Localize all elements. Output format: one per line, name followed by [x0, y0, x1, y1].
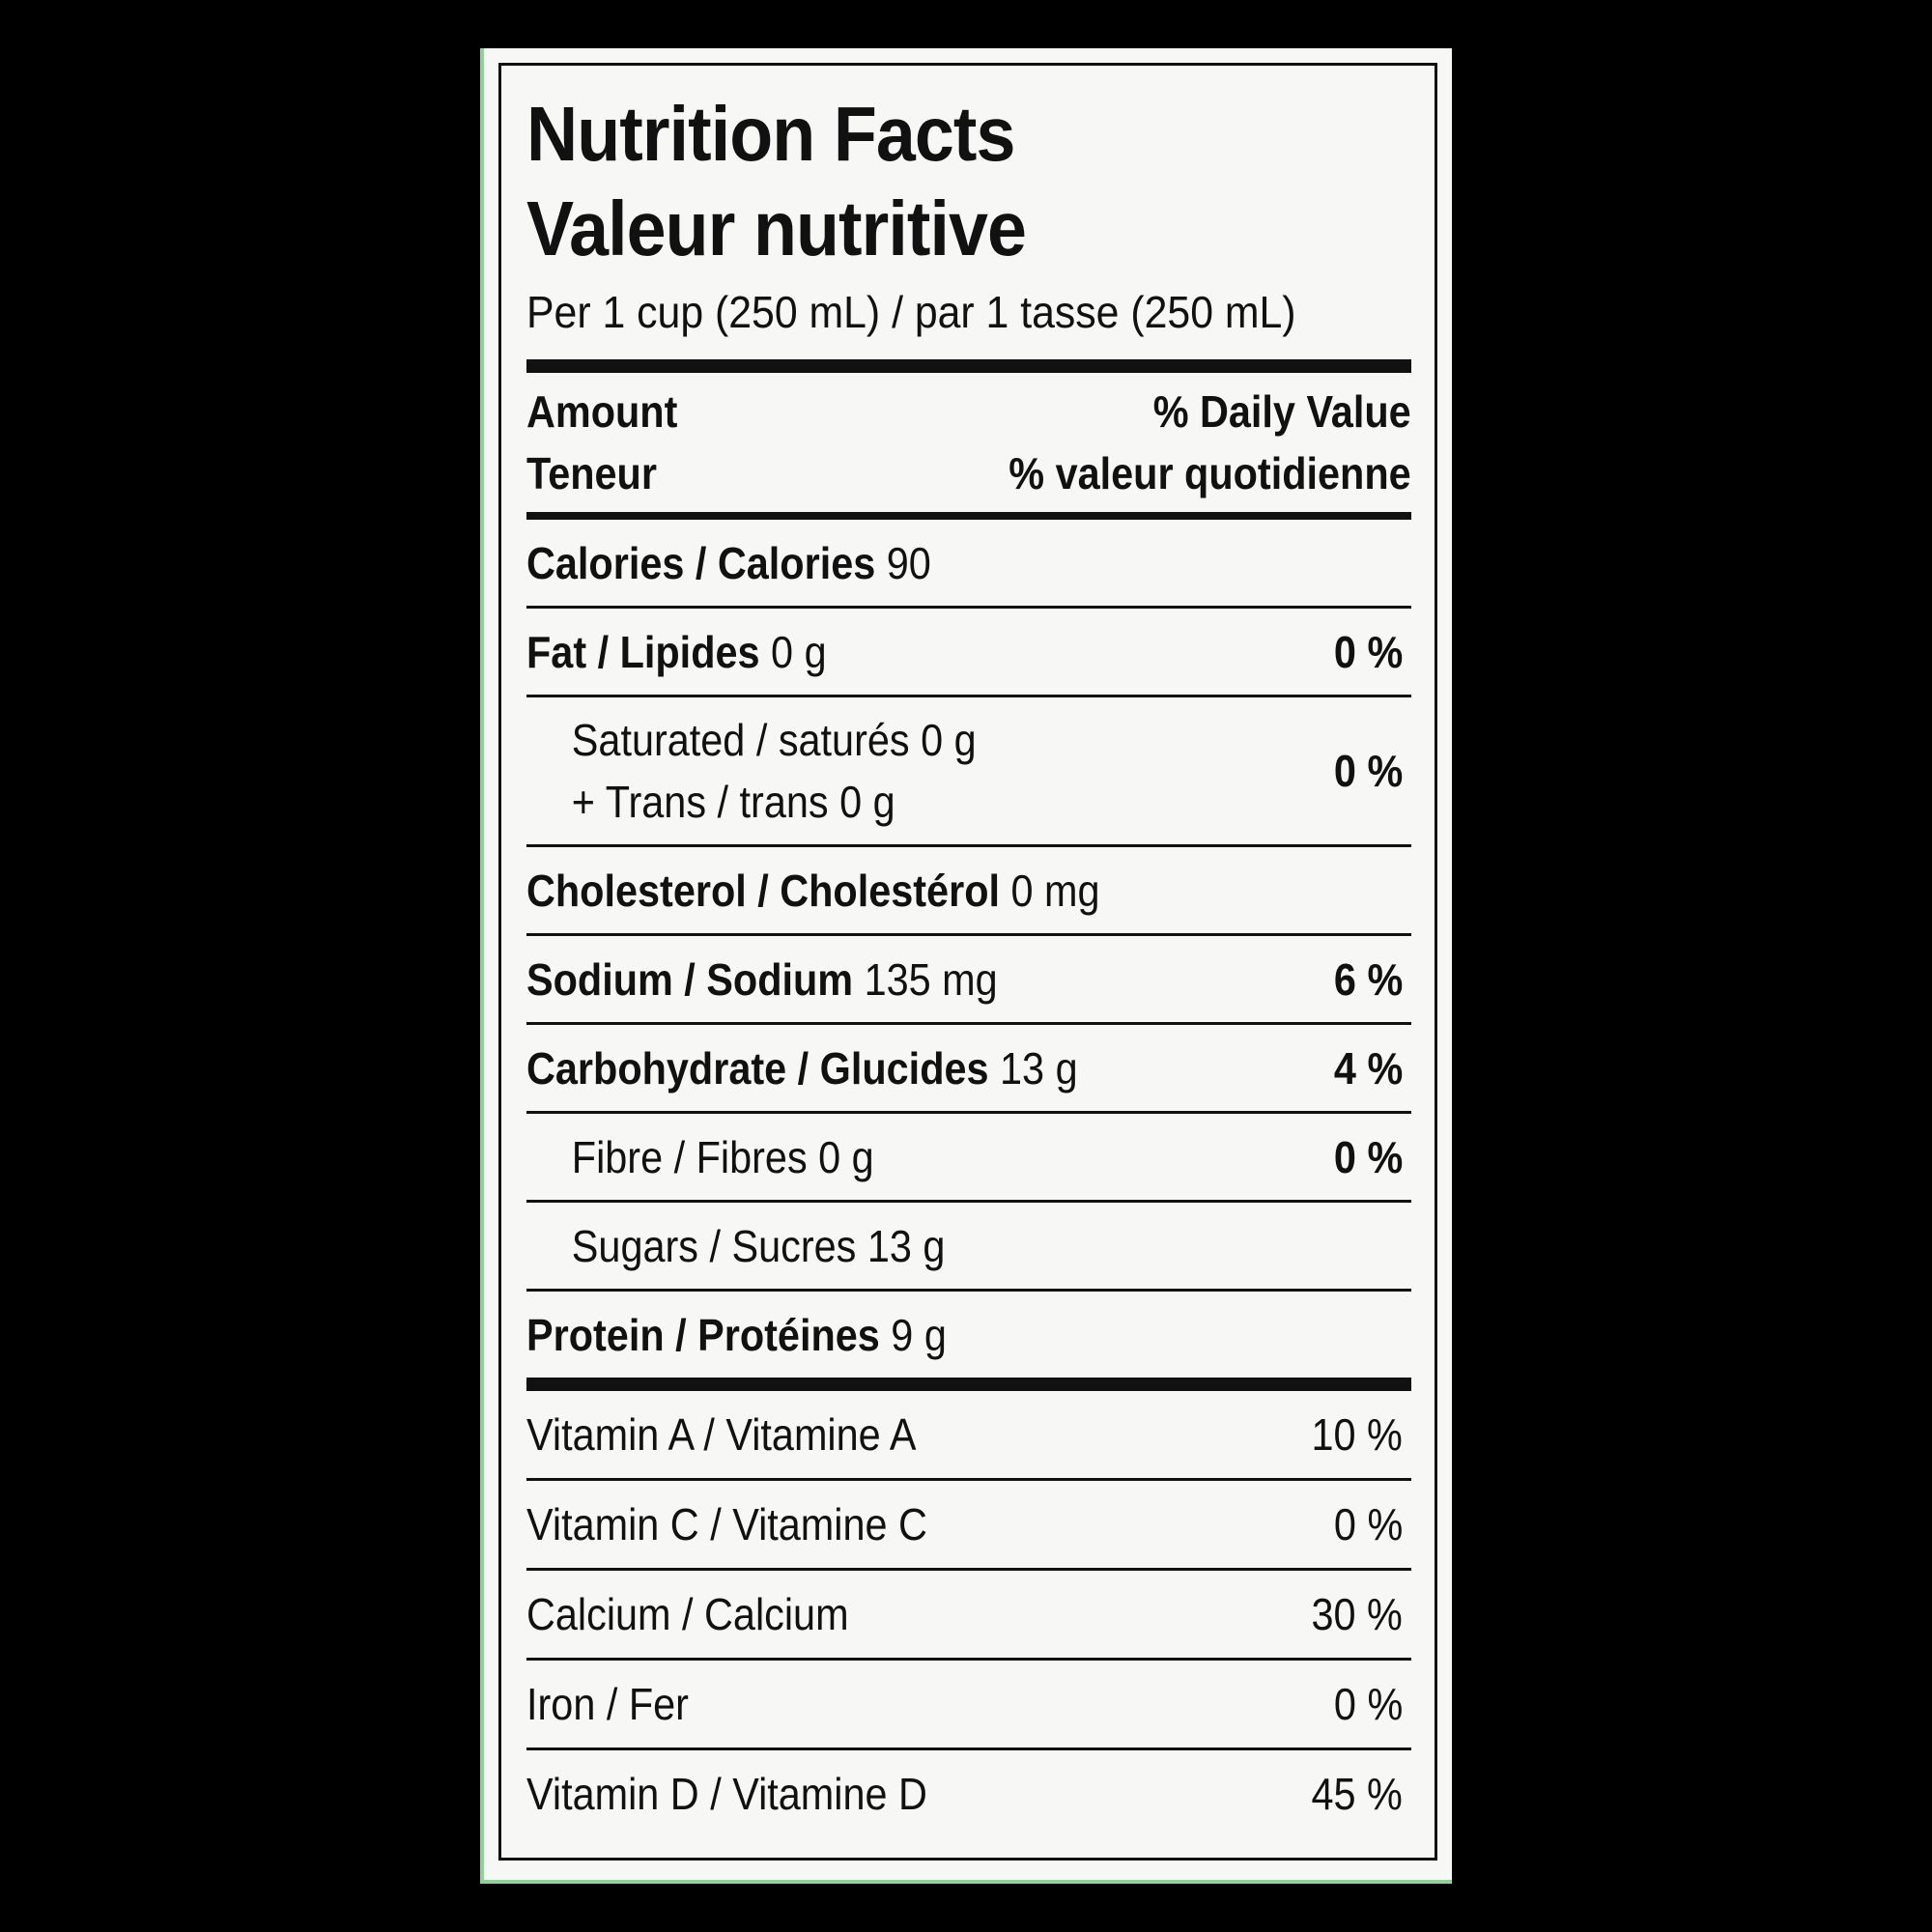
- trans-label: + Trans / trans 0 g: [571, 777, 895, 827]
- label-border: [498, 63, 1437, 1861]
- fibre-label: Fibre / Fibres 0 g: [571, 1131, 874, 1182]
- vitamin-c-label: Vitamin C / Vitamine C: [526, 1499, 927, 1549]
- calcium-daily-value: 30 %: [1311, 1589, 1403, 1639]
- nutrition-label-card: [480, 48, 1452, 1884]
- sodium-label: Sodium / Sodium: [526, 953, 854, 1005]
- divider-thin: [526, 1022, 1411, 1025]
- title-english: Nutrition Facts: [526, 91, 1015, 177]
- calories-row: Calories / Calories 90: [526, 520, 1411, 606]
- divider-thick: [526, 1378, 1411, 1391]
- divider-thin: [526, 933, 1411, 936]
- vitamin-c-daily-value: 0 %: [1333, 1499, 1403, 1549]
- vitamin-a-daily-value: 10 %: [1311, 1409, 1403, 1460]
- amount-header-fr: Teneur: [526, 448, 657, 498]
- calories-label: Calories / Calories: [526, 537, 876, 588]
- divider-thin: [526, 1289, 1411, 1292]
- daily-value-header: % Daily Value % valeur quotidienne: [1009, 381, 1411, 504]
- calcium-row: Calcium / Calcium 30 %: [526, 1571, 1411, 1658]
- fibre-daily-value: 0 %: [1333, 1131, 1403, 1182]
- sodium-row: Sodium / Sodium 135 mg 6 %: [526, 936, 1411, 1022]
- cholesterol-row: Cholesterol / Cholestérol 0 mg: [526, 847, 1411, 933]
- divider-thin: [526, 844, 1411, 847]
- cholesterol-value: 0 mg: [1010, 865, 1100, 916]
- fat-label: Fat / Lipides: [526, 626, 760, 677]
- carbohydrate-daily-value: 4 %: [1333, 1042, 1403, 1094]
- divider-thin: [526, 1200, 1411, 1203]
- title-french: Valeur nutritive: [526, 185, 1027, 271]
- sodium-daily-value: 6 %: [1333, 953, 1403, 1005]
- fat-row: Fat / Lipides 0 g 0 %: [526, 609, 1411, 695]
- protein-value: 9 g: [891, 1309, 947, 1360]
- sugars-row: Sugars / Sucres 13 g: [526, 1203, 1411, 1289]
- fat-text: Fat / Lipides 0 g: [526, 626, 827, 678]
- daily-value-header-fr: % valeur quotidienne: [1009, 448, 1411, 498]
- vitamin-d-label: Vitamin D / Vitamine D: [526, 1769, 927, 1819]
- carbohydrate-label: Carbohydrate / Glucides: [526, 1042, 989, 1094]
- calories-value: 90: [886, 537, 931, 588]
- fat-daily-value: 0 %: [1333, 626, 1403, 677]
- carbohydrate-row: Carbohydrate / Glucides 13 g 4 %: [526, 1025, 1411, 1111]
- fat-value: 0 g: [771, 626, 827, 677]
- carbohydrate-text: Carbohydrate / Glucides 13 g: [526, 1042, 1078, 1094]
- amount-header-en: Amount: [526, 386, 678, 437]
- iron-row: Iron / Fer 0 %: [526, 1661, 1411, 1747]
- divider-thin: [526, 606, 1411, 609]
- vitamin-a-label: Vitamin A / Vitamine A: [526, 1409, 917, 1460]
- serving-size: Per 1 cup (250 mL) / par 1 tasse (250 mL…: [526, 287, 1296, 337]
- saturated-trans-row: Saturated / saturés 0 g + Trans / trans …: [526, 697, 1411, 844]
- column-header: Amount Teneur % Daily Value % valeur quo…: [526, 373, 1411, 512]
- iron-label: Iron / Fer: [526, 1679, 689, 1729]
- divider-thin: [526, 1747, 1411, 1750]
- saturated-label: Saturated / saturés 0 g: [571, 715, 977, 765]
- calcium-label: Calcium / Calcium: [526, 1589, 849, 1639]
- carbohydrate-value: 13 g: [1000, 1042, 1078, 1094]
- protein-label: Protein / Protéines: [526, 1309, 880, 1360]
- divider-thin: [526, 1111, 1411, 1114]
- divider-thick: [526, 359, 1411, 373]
- protein-text: Protein / Protéines 9 g: [526, 1309, 947, 1361]
- vitamin-a-row: Vitamin A / Vitamine A 10 %: [526, 1391, 1411, 1478]
- daily-value-header-en: % Daily Value: [1153, 386, 1411, 437]
- divider-medium: [526, 512, 1411, 520]
- divider-thin: [526, 1478, 1411, 1481]
- sodium-text: Sodium / Sodium 135 mg: [526, 953, 998, 1006]
- amount-header: Amount Teneur: [526, 381, 677, 504]
- saturated-trans-daily-value: 0 %: [1333, 746, 1403, 796]
- nutrition-facts-table: Nutrition Facts Valeur nutritive Per 1 c…: [526, 87, 1411, 1837]
- divider-thin: [526, 1568, 1411, 1571]
- cholesterol-text: Cholesterol / Cholestérol 0 mg: [526, 865, 1100, 917]
- fibre-row: Fibre / Fibres 0 g 0 %: [526, 1114, 1411, 1200]
- vitamin-c-row: Vitamin C / Vitamine C 0 %: [526, 1481, 1411, 1568]
- sugars-label: Sugars / Sucres 13 g: [571, 1220, 946, 1271]
- cholesterol-label: Cholesterol / Cholestérol: [526, 865, 1000, 916]
- protein-row: Protein / Protéines 9 g: [526, 1292, 1411, 1378]
- vitamin-d-daily-value: 45 %: [1311, 1769, 1403, 1819]
- divider-thin: [526, 1658, 1411, 1661]
- divider-thin: [526, 695, 1411, 697]
- iron-daily-value: 0 %: [1333, 1679, 1403, 1729]
- vitamin-d-row: Vitamin D / Vitamine D 45 %: [526, 1750, 1411, 1837]
- saturated-trans-text: Saturated / saturés 0 g + Trans / trans …: [526, 709, 977, 833]
- sodium-value: 135 mg: [864, 953, 998, 1005]
- calories-text: Calories / Calories 90: [526, 537, 931, 589]
